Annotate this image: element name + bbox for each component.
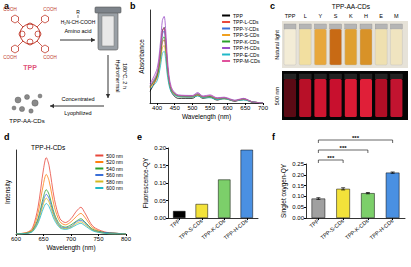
svg-text:b: b [130,1,136,11]
svg-text:R: R [76,9,80,15]
svg-text:S: S [334,13,338,19]
svg-text:TPP: TPP [285,13,296,19]
svg-text:TPP-S-CDs: TPP-S-CDs [319,218,345,241]
svg-text:Wavelength (nm): Wavelength (nm) [46,244,95,252]
svg-text:a: a [4,1,10,11]
svg-text:TPP-H-CDs: TPP-H-CDs [223,218,249,241]
svg-text:TPP-M-CDs: TPP-M-CDs [233,58,260,64]
svg-text:TPP-K-CDs: TPP-K-CDs [344,218,370,241]
svg-text:500: 500 [187,105,198,111]
svg-text:TPP-S-CDs: TPP-S-CDs [233,32,260,38]
svg-text:Natural light: Natural light [274,30,280,60]
svg-text:0.10: 0.10 [292,193,304,199]
svg-text:650: 650 [240,105,251,111]
svg-text:700: 700 [66,236,77,242]
svg-text:400: 400 [152,105,163,111]
svg-text:***: *** [340,145,348,151]
svg-text:c: c [270,1,275,11]
svg-text:0.20: 0.20 [292,172,304,178]
svg-text:550: 550 [205,105,216,111]
svg-text:520 nm: 520 nm [106,159,123,165]
svg-text:***: *** [352,135,360,141]
svg-text:Y: Y [319,13,323,19]
svg-text:800: 800 [121,236,132,242]
svg-text:TPP-K-CDs: TPP-K-CDs [200,217,227,241]
svg-text:Hydrothermal: Hydrothermal [115,59,121,92]
svg-text:L: L [304,13,307,19]
svg-text:TPP-K-CDs: TPP-K-CDs [233,39,260,45]
svg-text:0.20: 0.20 [154,145,166,151]
svg-text:TPP: TPP [23,64,37,71]
svg-text:Concentrated: Concentrated [61,96,94,102]
svg-text:TPP: TPP [169,217,181,229]
svg-text:0.05: 0.05 [154,198,166,204]
svg-text:450: 450 [170,105,181,111]
svg-text:Absorbance: Absorbance [138,39,145,74]
svg-text:TPP: TPP [233,13,243,19]
svg-text:COOH: COOH [3,55,17,60]
svg-text:K: K [349,13,353,19]
svg-text:Fluorescence-QY: Fluorescence-QY [142,157,150,208]
svg-text:COOH: COOH [3,7,17,12]
svg-text:TPP: TPP [308,217,320,229]
svg-text:TPP-H-CDs: TPP-H-CDs [233,45,260,51]
svg-text:***: *** [327,155,335,161]
svg-text:0.10: 0.10 [154,180,166,186]
svg-text:650: 650 [38,236,49,242]
svg-text:Wavelength (nm): Wavelength (nm) [182,113,231,121]
svg-text:0.00: 0.00 [154,215,166,221]
svg-text:580 nm: 580 nm [106,179,123,185]
svg-text:TPP-S-CDs: TPP-S-CDs [178,218,204,241]
svg-text:H: H [364,13,368,19]
svg-text:TPP-H-CDs: TPP-H-CDs [31,144,66,151]
svg-text:600 nm: 600 nm [106,185,123,191]
svg-text:0.15: 0.15 [292,183,304,189]
svg-text:500 nm: 500 nm [274,86,280,105]
svg-text:Intensity: Intensity [4,179,12,204]
svg-text:560 nm: 560 nm [106,172,123,178]
svg-text:TPP-AA-CDs: TPP-AA-CDs [332,3,371,10]
svg-text:Amino acid: Amino acid [64,28,91,34]
svg-text:600: 600 [11,236,22,242]
svg-text:TPP-H-CDs: TPP-H-CDs [368,218,394,241]
svg-text:540 nm: 540 nm [106,166,123,172]
svg-text:M: M [394,13,399,19]
svg-text:f: f [272,132,276,142]
svg-text:H₂N-CH-COOH: H₂N-CH-COOH [61,19,96,25]
svg-text:0.25: 0.25 [292,161,304,167]
svg-text:Lyophilized: Lyophilized [64,110,91,116]
svg-text:TPP-E-CDs: TPP-E-CDs [233,52,260,58]
svg-text:180°C, 2 h: 180°C, 2 h [122,63,128,89]
svg-text:750: 750 [93,236,104,242]
svg-text:500 nm: 500 nm [106,153,123,159]
svg-text:COOH: COOH [43,55,57,60]
svg-text:Singlet oxygen-QY: Singlet oxygen-QY [280,163,288,218]
svg-text:700: 700 [258,105,269,111]
svg-text:TPP-AA-CDs: TPP-AA-CDs [9,118,44,124]
svg-text:0.15: 0.15 [154,163,166,169]
svg-text:E: E [379,13,383,19]
svg-text:TPP-L-CDs: TPP-L-CDs [233,19,259,25]
svg-text:COOH: COOH [43,7,57,12]
svg-text:d: d [4,132,10,142]
svg-text:0.00: 0.00 [292,215,304,221]
svg-text:TPP-Y-CDs: TPP-Y-CDs [233,26,259,32]
svg-text:600: 600 [223,105,234,111]
svg-text:e: e [137,132,142,142]
svg-text:0.05: 0.05 [292,204,304,210]
